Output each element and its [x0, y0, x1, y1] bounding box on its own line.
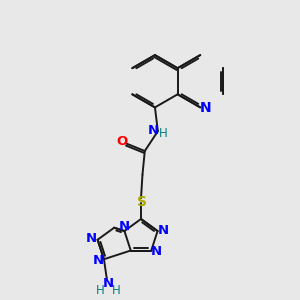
- Text: N: N: [151, 245, 162, 258]
- Text: N: N: [86, 232, 97, 245]
- Text: S: S: [136, 195, 147, 209]
- Text: H: H: [112, 284, 121, 296]
- Text: O: O: [117, 135, 128, 148]
- Text: N: N: [158, 224, 169, 237]
- Text: N: N: [103, 278, 114, 290]
- Text: H: H: [96, 284, 105, 296]
- Text: N: N: [93, 254, 104, 267]
- Text: H: H: [159, 127, 168, 140]
- Text: N: N: [118, 220, 130, 233]
- Text: N: N: [148, 124, 159, 137]
- Text: N: N: [200, 101, 211, 115]
